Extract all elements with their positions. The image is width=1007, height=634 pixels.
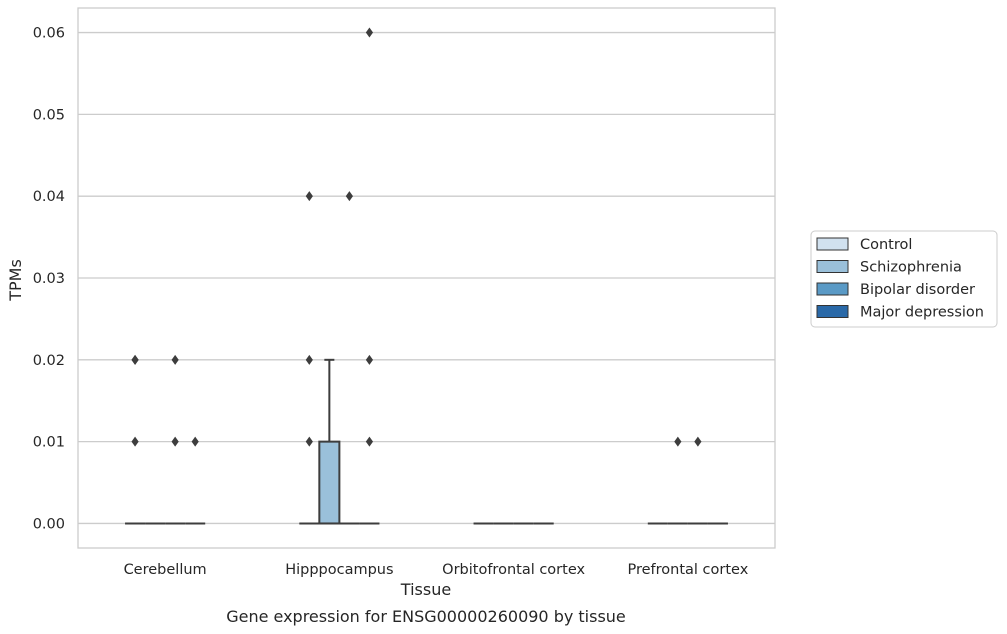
legend-label: Control <box>860 237 912 253</box>
outlier-point <box>345 191 353 202</box>
box-major-depression <box>359 27 380 525</box>
x-tick-label: Orbitofrontal cortex <box>442 562 585 578</box>
y-tick-label: 0.06 <box>33 26 65 42</box>
box-control <box>125 354 146 525</box>
box-body <box>318 440 341 525</box>
outlier-point <box>694 436 702 447</box>
legend-swatch <box>816 305 849 318</box>
box-marks <box>125 27 728 525</box>
outlier-point <box>365 354 374 365</box>
legend-label: Bipolar disorder <box>860 282 975 298</box>
outlier-point <box>305 191 313 202</box>
x-axis-ticks: Cerebellum Hipppocampus Orbitofrontal cort… <box>124 562 749 578</box>
legend-swatch <box>816 282 849 296</box>
x-tick-label: Prefrontal cortex <box>627 562 748 578</box>
legend-label: Major depression <box>860 305 984 321</box>
y-tick-label: 0.05 <box>33 107 65 123</box>
outlier-point <box>365 27 374 38</box>
outlier-point <box>674 436 682 447</box>
legend: Control Schizophrenia Bipolar disorder Majo… <box>810 230 998 328</box>
outlier-point <box>365 436 374 447</box>
box-bipolar-disorder <box>339 191 360 525</box>
y-tick-label: 0.02 <box>33 353 65 369</box>
x-tick-label: Hipppocampus <box>285 562 393 578</box>
y-axis-ticks: 0.00 0.01 0.02 0.03 0.04 0.05 0.06 <box>33 26 65 533</box>
y-tick-label: 0.04 <box>33 189 65 205</box>
plot-area-frame <box>77 7 776 549</box>
box-bipolar-disorder <box>687 436 708 525</box>
outlier-point <box>191 436 199 447</box>
box-schizophrenia <box>318 358 341 525</box>
outlier-point <box>131 436 139 447</box>
outlier-point <box>305 354 313 365</box>
y-axis-label: TPMs <box>6 259 25 302</box>
legend-swatch <box>816 237 849 251</box>
outlier-point <box>131 354 139 365</box>
y-tick-label: 0.03 <box>33 271 65 287</box>
box-bipolar-disorder <box>165 354 186 525</box>
y-tick-label: 0.00 <box>33 516 65 532</box>
box-control <box>299 191 320 525</box>
outlier-point <box>305 436 313 447</box>
x-tick-label: Cerebellum <box>124 562 207 578</box>
box-major-depression <box>185 436 206 525</box>
y-tick-label: 0.01 <box>33 435 65 451</box>
outlier-point <box>171 354 179 365</box>
gridlines <box>78 31 775 525</box>
x-axis-label: Tissue <box>400 580 451 599</box>
legend-frame <box>810 230 998 328</box>
chart-caption: Gene expression for ENSG00000260090 by t… <box>226 607 626 626</box>
outlier-point <box>171 436 179 447</box>
legend-swatch <box>816 260 849 273</box>
legend-label: Schizophrenia <box>860 260 962 276</box>
box-schizophrenia <box>667 436 688 525</box>
